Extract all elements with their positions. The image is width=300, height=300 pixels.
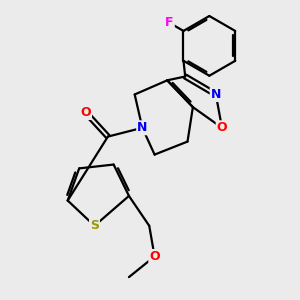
Text: O: O: [149, 250, 160, 263]
Text: O: O: [217, 121, 227, 134]
Text: O: O: [80, 106, 91, 119]
Text: S: S: [90, 219, 99, 232]
Text: F: F: [165, 16, 174, 29]
Text: N: N: [137, 121, 148, 134]
Text: N: N: [211, 88, 221, 101]
